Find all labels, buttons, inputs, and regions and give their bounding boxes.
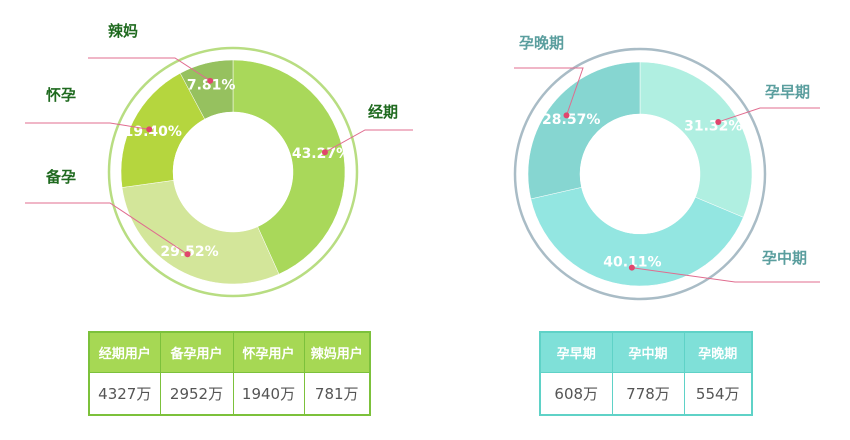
table-row: 608万 778万 554万 xyxy=(539,372,753,416)
table-header-cell: 怀孕用户 xyxy=(232,331,305,373)
leader-line xyxy=(88,57,211,82)
slice-value-label: 28.57% xyxy=(542,112,600,128)
table-cell: 554万 xyxy=(683,372,753,416)
leader-dot xyxy=(184,251,191,258)
category-label: 怀孕 xyxy=(46,86,76,104)
slice-value-label: 7.81% xyxy=(187,78,236,94)
leader-line xyxy=(324,129,413,153)
slice-value-label: 31.32% xyxy=(684,118,742,134)
table-header-cell: 辣妈用户 xyxy=(303,331,371,373)
leader-line xyxy=(25,122,150,130)
slice-value-label: 19.40% xyxy=(124,124,182,140)
donut-chart-user-types: 43.27% 经期 29.52% 备孕 19.40% 怀孕 7.81% 辣妈 xyxy=(25,22,413,298)
table-cell: 608万 xyxy=(539,372,613,416)
leader-line xyxy=(25,202,188,255)
slice-value-label: 43.27% xyxy=(292,146,350,162)
table-header-cell: 孕晚期 xyxy=(683,331,753,373)
table-header-cell: 孕中期 xyxy=(611,331,685,373)
table-header-row: 孕早期 孕中期 孕晚期 xyxy=(539,331,753,373)
table-header-cell: 备孕用户 xyxy=(159,331,234,373)
slice-value-label: 40.11% xyxy=(603,255,661,271)
table-cell: 778万 xyxy=(611,372,685,416)
table-header-cell: 经期用户 xyxy=(88,331,161,373)
outer-ring xyxy=(513,47,767,301)
donut-hole xyxy=(580,114,700,234)
donut-hole xyxy=(173,112,293,232)
table-cell: 4327万 xyxy=(88,372,161,416)
stage-count-table: 孕早期 孕中期 孕晚期 608万 778万 554万 xyxy=(539,331,753,416)
category-label: 孕中期 xyxy=(762,249,807,267)
table-cell: 2952万 xyxy=(159,372,234,416)
leader-dot xyxy=(715,118,722,125)
category-label: 备孕 xyxy=(45,168,76,186)
slice-value-label: 29.52% xyxy=(160,244,218,260)
leader-dot xyxy=(628,264,635,271)
table-header-cell: 孕早期 xyxy=(539,331,613,373)
table-header-row: 经期用户 备孕用户 怀孕用户 辣妈用户 xyxy=(88,331,371,373)
outer-ring xyxy=(107,46,359,298)
table-cell: 781万 xyxy=(303,372,371,416)
leader-dot xyxy=(563,112,570,119)
category-label: 孕晚期 xyxy=(519,34,564,52)
leader-line xyxy=(718,107,820,123)
leader-dot xyxy=(207,77,214,84)
category-label: 辣妈 xyxy=(108,22,138,40)
leader-dot xyxy=(321,149,328,156)
table-row: 4327万 2952万 1940万 781万 xyxy=(88,372,371,416)
leader-dot xyxy=(146,126,153,133)
leader-line xyxy=(514,67,584,116)
donut-chart-pregnancy-stages: 31.32% 孕早期 40.11% 孕中期 28.57% 孕晚期 xyxy=(513,34,820,301)
category-label: 经期 xyxy=(368,103,398,121)
table-cell: 1940万 xyxy=(232,372,305,416)
donut-slice xyxy=(179,59,234,120)
category-label: 孕早期 xyxy=(765,83,810,101)
leader-line xyxy=(631,267,820,283)
user-count-table: 经期用户 备孕用户 怀孕用户 辣妈用户 4327万 2952万 1940万 78… xyxy=(88,331,371,416)
